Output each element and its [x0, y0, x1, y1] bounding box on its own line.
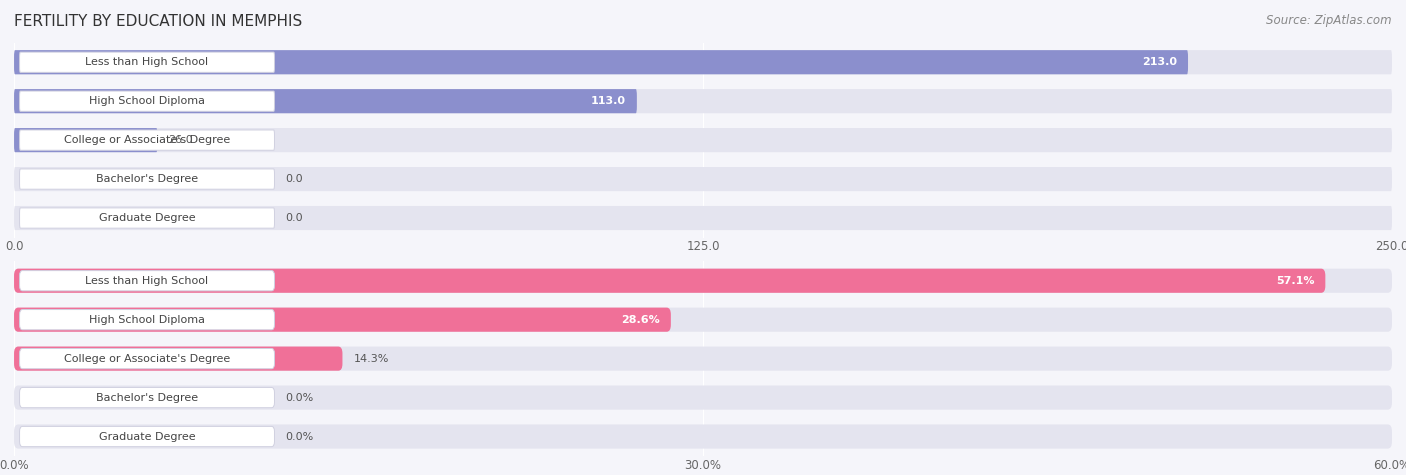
Text: 113.0: 113.0: [591, 96, 626, 106]
Text: 0.0: 0.0: [285, 174, 304, 184]
FancyBboxPatch shape: [20, 310, 274, 330]
Text: 57.1%: 57.1%: [1275, 276, 1315, 286]
Text: College or Associate's Degree: College or Associate's Degree: [63, 135, 231, 145]
FancyBboxPatch shape: [14, 347, 343, 370]
Text: Graduate Degree: Graduate Degree: [98, 213, 195, 223]
FancyBboxPatch shape: [14, 269, 1326, 293]
Text: 0.0%: 0.0%: [285, 392, 314, 403]
Text: High School Diploma: High School Diploma: [89, 314, 205, 325]
FancyBboxPatch shape: [14, 206, 1392, 230]
Text: FERTILITY BY EDUCATION IN MEMPHIS: FERTILITY BY EDUCATION IN MEMPHIS: [14, 14, 302, 29]
FancyBboxPatch shape: [14, 269, 1392, 293]
FancyBboxPatch shape: [14, 50, 1188, 74]
Text: Bachelor's Degree: Bachelor's Degree: [96, 392, 198, 403]
Text: Source: ZipAtlas.com: Source: ZipAtlas.com: [1267, 14, 1392, 27]
Text: 0.0%: 0.0%: [285, 431, 314, 442]
FancyBboxPatch shape: [20, 388, 274, 408]
FancyBboxPatch shape: [20, 349, 274, 369]
FancyBboxPatch shape: [20, 130, 274, 150]
FancyBboxPatch shape: [14, 128, 1392, 152]
FancyBboxPatch shape: [14, 50, 1392, 74]
FancyBboxPatch shape: [14, 386, 1392, 409]
FancyBboxPatch shape: [14, 167, 1392, 191]
FancyBboxPatch shape: [14, 347, 1392, 370]
Text: 213.0: 213.0: [1142, 57, 1177, 67]
FancyBboxPatch shape: [14, 89, 1392, 113]
FancyBboxPatch shape: [20, 169, 274, 189]
Text: 26.0: 26.0: [169, 135, 193, 145]
FancyBboxPatch shape: [14, 308, 1392, 332]
FancyBboxPatch shape: [20, 91, 274, 111]
FancyBboxPatch shape: [20, 52, 274, 72]
FancyBboxPatch shape: [14, 89, 637, 113]
Text: Less than High School: Less than High School: [86, 276, 208, 286]
Text: 28.6%: 28.6%: [621, 314, 659, 325]
FancyBboxPatch shape: [20, 271, 274, 291]
Text: High School Diploma: High School Diploma: [89, 96, 205, 106]
FancyBboxPatch shape: [20, 427, 274, 446]
FancyBboxPatch shape: [14, 308, 671, 332]
Text: Bachelor's Degree: Bachelor's Degree: [96, 174, 198, 184]
FancyBboxPatch shape: [14, 425, 1392, 448]
Text: 0.0: 0.0: [285, 213, 304, 223]
Text: Graduate Degree: Graduate Degree: [98, 431, 195, 442]
Text: 14.3%: 14.3%: [353, 353, 389, 364]
Text: Less than High School: Less than High School: [86, 57, 208, 67]
FancyBboxPatch shape: [20, 208, 274, 228]
FancyBboxPatch shape: [14, 128, 157, 152]
Text: College or Associate's Degree: College or Associate's Degree: [63, 353, 231, 364]
